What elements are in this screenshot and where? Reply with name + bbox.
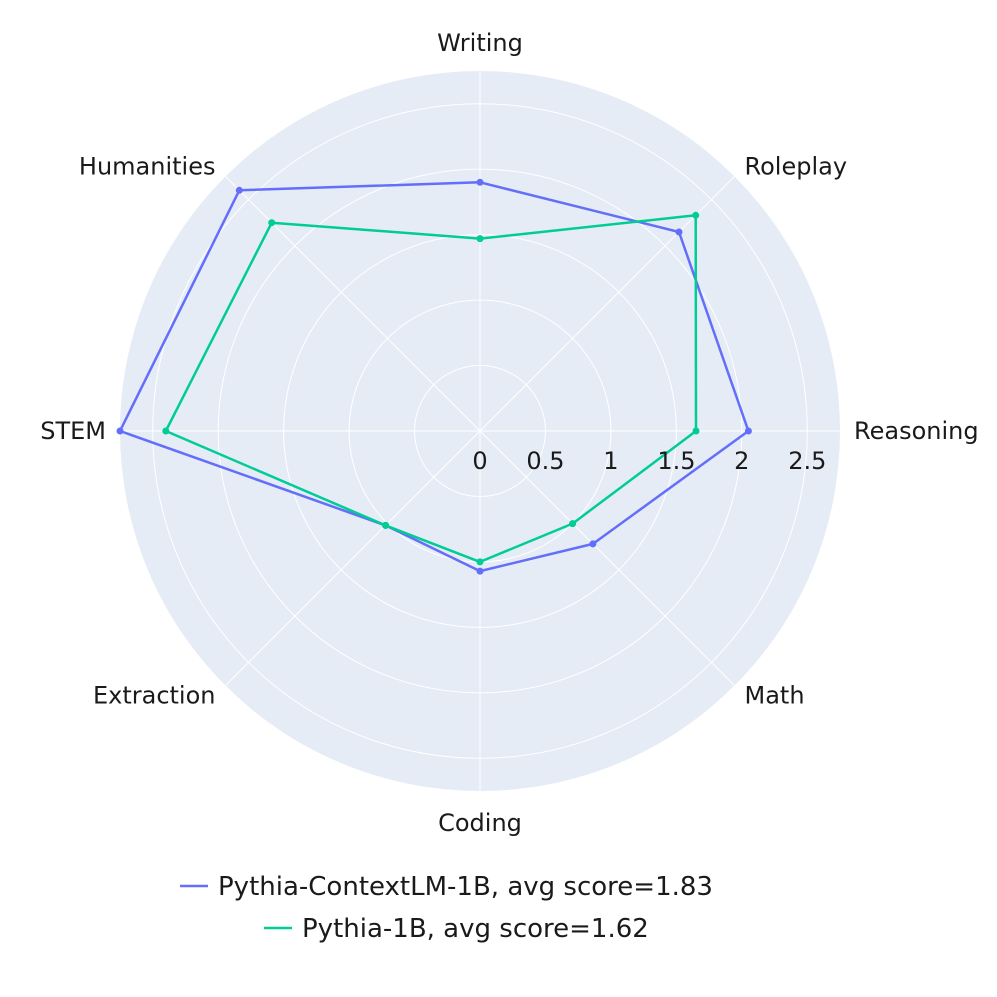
category-label-stem: STEM — [40, 417, 106, 445]
category-label-math: Math — [745, 682, 805, 710]
grid-spoke — [225, 430, 481, 686]
legend-item-2[interactable]: Pythia-1B, avg score=1.62 — [264, 914, 649, 944]
legend[interactable]: Pythia-ContextLM-1B, avg score=1.83 Pythi… — [180, 872, 713, 944]
radial-tick-labels: 0 0.5 1 1.5 2 2.5 — [472, 447, 826, 475]
series-layer — [116, 178, 752, 575]
data-point[interactable] — [476, 178, 484, 186]
polar-grid — [120, 71, 840, 791]
legend-label: Pythia-1B, avg score=1.62 — [302, 914, 649, 944]
legend-label: Pythia-ContextLM-1B, avg score=1.83 — [218, 872, 713, 902]
grid-spoke — [479, 430, 735, 686]
category-label-writing: Writing — [437, 29, 523, 57]
radial-tick-label: 2 — [734, 447, 749, 475]
radial-tick-label: 0.5 — [526, 447, 564, 475]
data-point[interactable] — [268, 219, 276, 227]
data-point[interactable] — [569, 520, 577, 528]
category-label-humanities: Humanities — [79, 153, 216, 181]
series-1 — [116, 178, 752, 575]
data-point[interactable] — [382, 521, 390, 529]
category-label-roleplay: Roleplay — [745, 153, 848, 181]
data-point[interactable] — [675, 228, 683, 236]
radial-tick-label: 1 — [603, 447, 618, 475]
category-label-coding: Coding — [438, 809, 522, 837]
category-label-extraction: Extraction — [93, 682, 216, 710]
data-point[interactable] — [476, 558, 484, 566]
category-label-reasoning: Reasoning — [854, 417, 979, 445]
grid-spoke — [479, 176, 735, 432]
data-point[interactable] — [162, 427, 170, 435]
radial-tick-label: 2.5 — [788, 447, 826, 475]
data-point[interactable] — [116, 427, 124, 435]
data-point[interactable] — [692, 427, 700, 435]
radial-tick-label: 0 — [472, 447, 487, 475]
grid-spoke — [225, 176, 481, 432]
data-point[interactable] — [589, 540, 597, 548]
data-point[interactable] — [476, 567, 484, 575]
data-point[interactable] — [235, 186, 243, 194]
data-point[interactable] — [476, 235, 484, 243]
series-2 — [162, 211, 700, 566]
data-point[interactable] — [692, 211, 700, 219]
legend-item-1[interactable]: Pythia-ContextLM-1B, avg score=1.83 — [180, 872, 713, 902]
data-point[interactable] — [744, 427, 752, 435]
category-labels: Writing Roleplay Reasoning Math Coding Extrac… — [40, 29, 978, 837]
radial-tick-label: 1.5 — [657, 447, 695, 475]
